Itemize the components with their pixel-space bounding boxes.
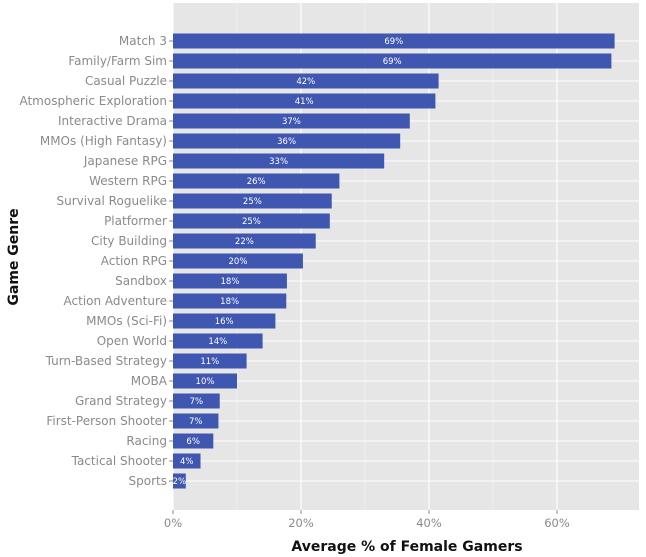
bar: [173, 453, 201, 469]
data-label: 14%: [208, 337, 227, 347]
bar: [173, 473, 186, 489]
category-label: Match 3: [119, 34, 167, 48]
bar: [173, 33, 615, 49]
data-label: 33%: [269, 157, 288, 167]
bar: [173, 333, 263, 349]
data-label: 7%: [189, 417, 203, 427]
data-label: 16%: [215, 317, 234, 327]
category-label: Interactive Drama: [58, 114, 167, 128]
category-label: MMOs (Sci-Fi): [86, 314, 167, 328]
data-label: 41%: [295, 97, 314, 107]
x-tick-label: 40%: [416, 516, 442, 530]
data-label: 6%: [186, 437, 200, 447]
bar: [173, 193, 332, 209]
category-label: MOBA: [131, 374, 168, 388]
bar: [173, 113, 410, 129]
category-label: Open World: [97, 334, 167, 348]
x-tick-label: 60%: [544, 516, 570, 530]
data-label: 36%: [277, 137, 296, 147]
data-label: 22%: [235, 237, 254, 247]
y-axis-title: Game Genre: [6, 208, 22, 305]
bar: [173, 173, 340, 189]
category-label: Sports: [129, 474, 167, 488]
category-label: Action Adventure: [64, 294, 167, 308]
category-label: Turn-Based Strategy: [45, 354, 167, 368]
data-label: 2%: [173, 477, 187, 487]
category-label: MMOs (High Fantasy): [40, 134, 167, 148]
data-label: 20%: [229, 257, 248, 267]
bar: [173, 153, 385, 169]
bar: [173, 133, 401, 149]
bar: [173, 293, 287, 309]
value-labels: 69% 69% 42% 41% 37% 36% 33%26% 25% 25% 22% 20% 18% 1…: [173, 37, 404, 487]
bar: [173, 93, 436, 109]
data-label: 18%: [221, 277, 240, 287]
data-label: 25%: [243, 197, 262, 207]
category-label: Action RPG: [101, 254, 167, 268]
bar: [173, 413, 219, 429]
data-label: 69%: [384, 37, 403, 47]
data-label: 69%: [383, 57, 402, 67]
bar: [173, 213, 330, 229]
category-label: First-Person Shooter: [46, 414, 167, 428]
category-label: Racing: [126, 434, 167, 448]
data-label: 25%: [242, 217, 261, 227]
bars-group: [173, 33, 615, 489]
category-label: Sandbox: [115, 274, 167, 288]
category-label: Japanese RPG: [83, 154, 167, 168]
category-label: Atmospheric Exploration: [19, 94, 167, 108]
category-label: Western RPG: [89, 174, 167, 188]
data-label: 37%: [282, 117, 301, 127]
x-axis-ticks: 0% 20% 40% 60%: [164, 510, 570, 530]
x-tick-label: 0%: [164, 516, 182, 530]
data-label: 4%: [180, 457, 194, 467]
category-label: Casual Puzzle: [85, 74, 167, 88]
bar: [173, 53, 612, 69]
x-axis-title: Average % of Female Gamers: [291, 539, 522, 555]
data-label: 11%: [200, 357, 219, 367]
bar: [173, 433, 214, 449]
category-label: City Building: [91, 234, 167, 248]
data-label: 10%: [196, 377, 215, 387]
bar: [173, 373, 237, 389]
data-label: 42%: [296, 77, 315, 87]
bar: [173, 313, 276, 329]
bar: [173, 73, 439, 89]
x-tick-label: 20%: [288, 516, 314, 530]
bar: [173, 353, 247, 369]
category-label: Family/Farm Sim: [68, 54, 167, 68]
category-labels: Match 3 Family/Farm Sim Casual Puzzle Atmos…: [19, 34, 173, 488]
category-label: Platformer: [104, 214, 167, 228]
bar: [173, 253, 303, 269]
bar: [173, 393, 220, 409]
data-label: 18%: [220, 297, 239, 307]
category-label: Tactical Shooter: [71, 454, 167, 468]
data-label: 26%: [247, 177, 266, 187]
category-label: Survival Roguelike: [56, 194, 167, 208]
bar: [173, 273, 287, 289]
data-label: 7%: [190, 397, 204, 407]
bar: [173, 233, 316, 249]
category-label: Grand Strategy: [75, 394, 167, 408]
